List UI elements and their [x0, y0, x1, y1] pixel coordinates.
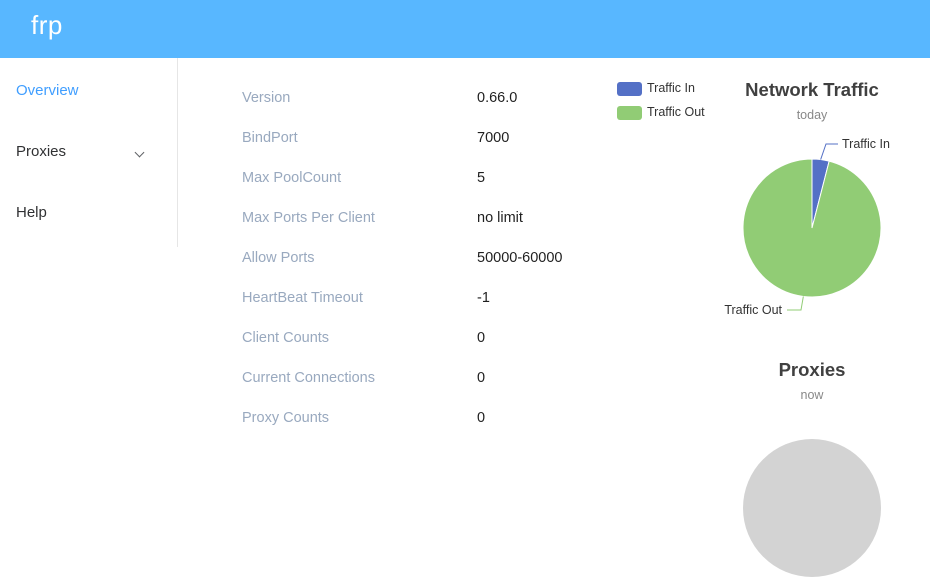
- pie-label-traffic-in: Traffic In: [842, 137, 890, 151]
- info-value: 0: [477, 410, 486, 426]
- info-key: BindPort: [242, 130, 298, 146]
- info-key: Client Counts: [242, 330, 330, 346]
- info-value: 50000-60000: [477, 250, 563, 266]
- pie-label-traffic-out: Traffic Out: [724, 303, 782, 317]
- legend-swatch-traffic-out: [617, 106, 642, 120]
- sidebar-item-help[interactable]: Help: [0, 188, 177, 238]
- info-row-proxy-counts: Proxy Counts 0: [242, 400, 582, 440]
- info-value: 7000: [477, 130, 510, 146]
- top-header: frp: [0, 0, 930, 58]
- pie-slice-traffic-out[interactable]: [742, 158, 882, 298]
- info-value: 0: [477, 330, 486, 346]
- legend-item-traffic-in[interactable]: Traffic In: [617, 80, 727, 96]
- brand-logo[interactable]: frp: [31, 10, 63, 40]
- traffic-chart-title: Network Traffic: [745, 79, 879, 100]
- sidebar-item-label: Overview: [16, 82, 79, 99]
- legend-label: Traffic In: [647, 81, 695, 95]
- sidebar-item-label: Proxies: [16, 143, 67, 160]
- info-row-allow-ports: Allow Ports 50000-60000: [242, 240, 582, 280]
- info-key: Max Ports Per Client: [242, 210, 375, 226]
- info-row-max-ports-per-client: Max Ports Per Client no limit: [242, 200, 582, 240]
- info-row-version: Version 0.66.0: [242, 80, 582, 120]
- proxies-chart-subtitle: now: [800, 388, 824, 402]
- sidebar-item-proxies[interactable]: Proxies: [0, 127, 177, 177]
- info-key: Proxy Counts: [242, 410, 330, 426]
- sidebar-item-label: Help: [16, 204, 47, 221]
- info-value: 0: [477, 370, 486, 386]
- pie-empty-placeholder: [743, 439, 881, 577]
- info-value: -1: [477, 290, 490, 306]
- info-value: no limit: [477, 210, 523, 226]
- info-key: Current Connections: [242, 370, 375, 386]
- pie-leader-line: [787, 296, 804, 311]
- traffic-chart-subtitle: today: [796, 108, 828, 122]
- info-key: Max PoolCount: [242, 170, 342, 186]
- legend-swatch-traffic-in: [617, 82, 642, 96]
- info-value: 5: [477, 170, 486, 186]
- info-value: 0.66.0: [477, 90, 518, 106]
- info-row-max-poolcount: Max PoolCount 5: [242, 160, 582, 200]
- pie-leader-line: [820, 143, 838, 160]
- info-key: HeartBeat Timeout: [242, 290, 363, 306]
- sidebar-menu: Overview Proxies Help: [0, 58, 178, 247]
- legend-item-traffic-out[interactable]: Traffic Out: [617, 104, 727, 120]
- info-row-bindport: BindPort 7000: [242, 120, 582, 160]
- info-key: Allow Ports: [242, 250, 315, 266]
- info-row-current-connections: Current Connections 0: [242, 360, 582, 400]
- proxies-chart-title: Proxies: [778, 359, 846, 380]
- info-key: Version: [242, 90, 291, 106]
- legend-label: Traffic Out: [647, 105, 705, 119]
- info-row-client-counts: Client Counts 0: [242, 320, 582, 360]
- info-row-heartbeat-timeout: HeartBeat Timeout -1: [242, 280, 582, 320]
- sidebar-item-overview[interactable]: Overview: [0, 66, 177, 116]
